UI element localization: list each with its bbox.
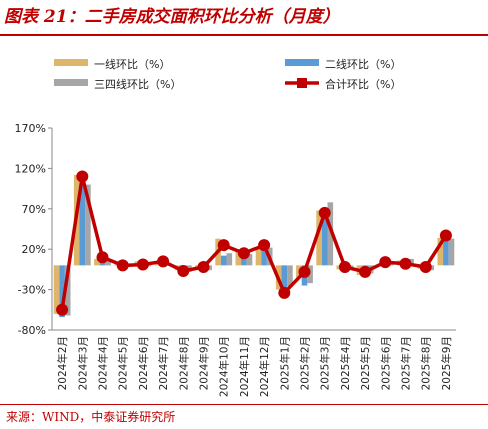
bar-2	[220, 255, 227, 266]
total-line-path	[60, 174, 448, 311]
figure-title: 图表 21：二手房成交面积环比分析（月度）	[4, 7, 340, 27]
x-tick-label: 2024年12月	[258, 336, 271, 397]
x-tick-label: 2024年11月	[238, 336, 251, 397]
x-tick-label: 2024年10月	[218, 336, 231, 397]
x-tick-label: 2024年8月	[177, 336, 190, 390]
x-tick-labels: 2024年2月 2024年3月 2024年4月 2024年5月 2024年6月 2024年…	[56, 336, 453, 397]
legend: 一线环比（%） 二线环比（%） 三四线环比（%） 合计环比（%）	[54, 57, 401, 91]
total-point	[136, 258, 149, 271]
bar-1	[437, 237, 444, 266]
total-point	[116, 259, 129, 272]
title-rule	[0, 34, 488, 36]
x-tick-label: 2024年6月	[137, 336, 150, 390]
x-tick-label: 2025年2月	[299, 336, 312, 390]
x-tick-label: 2024年5月	[117, 336, 130, 390]
x-tick-label: 2025年6月	[379, 336, 392, 390]
bar-2	[443, 241, 449, 266]
total-point	[237, 247, 250, 260]
bar-1	[235, 249, 242, 266]
bar-3	[246, 254, 253, 266]
bar-3	[64, 265, 71, 316]
y-tick-label: 120%	[15, 162, 46, 175]
x-tick-label: 2025年8月	[420, 336, 433, 390]
total-line	[56, 170, 452, 316]
total-point	[439, 229, 452, 242]
y-tick-label: -30%	[18, 284, 46, 297]
total-point	[379, 256, 392, 269]
total-point	[96, 251, 109, 264]
source-note: 来源：WIND，中泰证券研究所	[6, 410, 176, 424]
bar-1	[316, 210, 322, 266]
legend-swatch-3	[54, 79, 88, 86]
total-point	[157, 255, 170, 268]
legend-label-3: 三四线环比（%）	[94, 77, 181, 91]
bar-3	[105, 260, 111, 266]
total-point	[318, 206, 331, 219]
bar-3	[327, 202, 334, 266]
total-point	[359, 265, 372, 278]
footer-rule	[0, 404, 488, 405]
x-tick-label: 2025年5月	[359, 336, 372, 390]
total-point	[399, 257, 412, 270]
bars	[53, 174, 455, 318]
legend-label-1: 一线环比（%）	[94, 57, 170, 71]
bar-2	[281, 265, 288, 297]
total-point	[56, 303, 69, 316]
bar-1	[255, 247, 262, 266]
total-point	[338, 260, 351, 273]
total-point	[177, 265, 190, 278]
bar-2	[79, 186, 86, 266]
x-tick-label: 2024年4月	[97, 336, 110, 390]
x-tick-label: 2024年7月	[157, 336, 170, 390]
bar-1	[53, 265, 60, 314]
legend-label-2: 二线环比（%）	[325, 57, 401, 71]
x-tick-label: 2025年3月	[319, 336, 332, 390]
legend-swatch-2	[285, 59, 319, 66]
y-tick-label: 70%	[22, 203, 46, 216]
y-tick-label: -80%	[18, 324, 46, 337]
total-point	[298, 265, 311, 278]
bar-2	[261, 249, 267, 266]
total-point	[419, 260, 432, 273]
x-tick-label: 2025年9月	[440, 336, 453, 390]
bar-2	[241, 257, 247, 266]
bar-3	[307, 265, 313, 284]
bar-3	[85, 184, 91, 266]
total-point	[76, 170, 89, 183]
x-tick-label: 2024年9月	[198, 336, 211, 390]
bar-3	[448, 238, 455, 266]
total-point	[197, 260, 210, 273]
legend-swatch-marker	[297, 78, 307, 88]
legend-swatch-1	[54, 59, 88, 66]
bar-3	[226, 253, 233, 266]
y-tick-label: 20%	[22, 243, 46, 256]
bar-2	[99, 261, 106, 266]
x-tick-label: 2025年7月	[400, 336, 413, 390]
bar-1	[94, 258, 100, 266]
x-tick-label: 2024年3月	[76, 336, 89, 390]
legend-label-4: 合计环比（%）	[325, 77, 401, 91]
axes: -80% -30% 20% 70% 120% 170%	[15, 122, 456, 337]
total-point	[258, 239, 271, 252]
bar-2	[59, 265, 65, 318]
x-tick-label: 2025年1月	[278, 336, 291, 390]
bar-2	[321, 218, 328, 266]
total-point	[217, 239, 230, 252]
chart: 一线环比（%） 二线环比（%） 三四线环比（%） 合计环比（%） -80% -30% 20…	[15, 57, 456, 397]
bar-3	[287, 265, 293, 287]
x-tick-label: 2024年2月	[56, 336, 69, 390]
total-point	[278, 286, 291, 299]
y-tick-label: 170%	[15, 122, 46, 135]
x-tick-label: 2025年4月	[339, 336, 352, 390]
